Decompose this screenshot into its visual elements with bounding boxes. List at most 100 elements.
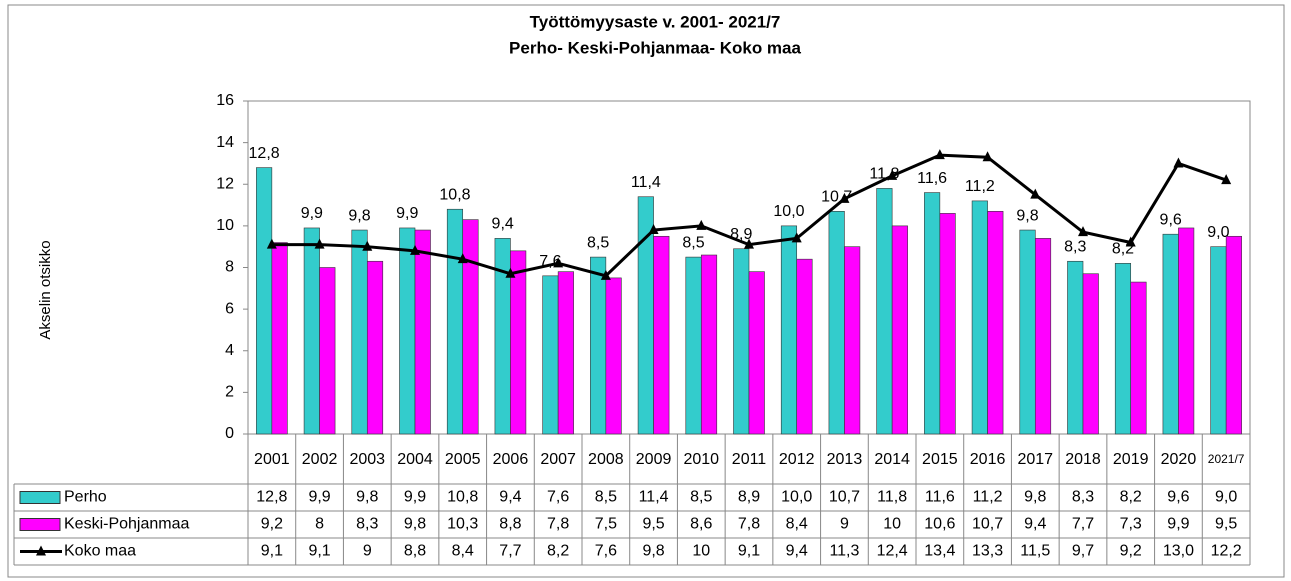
table-value: 9,0 xyxy=(1215,489,1237,506)
data-label: 8,5 xyxy=(682,234,704,251)
x-tick-label: 2003 xyxy=(349,451,385,468)
data-label: 11,2 xyxy=(965,178,995,195)
bar xyxy=(780,225,798,435)
table-value: 12,2 xyxy=(1211,543,1242,560)
table-value: 8,6 xyxy=(690,516,712,533)
x-tick-label: 2007 xyxy=(540,451,576,468)
y-tick-label: 12 xyxy=(216,175,234,192)
bar xyxy=(828,211,845,435)
table-value: 9,4 xyxy=(499,489,521,506)
data-label: 12,8 xyxy=(249,145,280,162)
bar xyxy=(796,258,813,435)
x-tick-label: 2002 xyxy=(302,451,338,468)
table-value: 7,8 xyxy=(738,516,760,533)
data-label: 9,4 xyxy=(492,216,514,233)
line-marker xyxy=(457,253,468,264)
bar xyxy=(590,256,607,435)
legend-swatch xyxy=(19,518,61,531)
y-tick-label: 6 xyxy=(225,300,234,317)
y-tick-label: 16 xyxy=(216,92,234,109)
bar xyxy=(319,267,336,435)
table-value: 7,7 xyxy=(499,543,521,560)
table-value: 9,8 xyxy=(642,543,664,560)
table-value: 9,9 xyxy=(308,489,330,506)
line-marker xyxy=(1030,188,1041,199)
bar xyxy=(1178,227,1195,435)
table-value: 8,5 xyxy=(690,489,712,506)
bar xyxy=(891,225,908,435)
x-tick-label: 2011 xyxy=(732,451,767,468)
bar xyxy=(1067,260,1084,435)
table-value: 9,1 xyxy=(261,543,283,560)
table-value: 8,8 xyxy=(499,516,521,533)
y-tick-label: 0 xyxy=(225,425,234,442)
table-value: 9 xyxy=(840,516,849,533)
data-label: 11,6 xyxy=(917,170,947,187)
data-label: 10,0 xyxy=(773,203,804,220)
line-marker xyxy=(505,267,516,278)
table-value: 11,2 xyxy=(973,489,1003,506)
y-tick-label: 8 xyxy=(225,259,234,276)
table-value: 8,9 xyxy=(738,489,760,506)
bar xyxy=(939,213,956,435)
x-tick-label: 2018 xyxy=(1065,451,1101,468)
bar xyxy=(748,271,765,435)
bar xyxy=(271,242,288,435)
bar xyxy=(414,229,431,435)
table-value: 8,5 xyxy=(595,489,617,506)
table-value: 11,4 xyxy=(639,489,669,506)
data-label: 9,8 xyxy=(1016,207,1038,224)
line-marker xyxy=(982,151,993,162)
table-value: 7,6 xyxy=(595,543,617,560)
x-tick-label: 2020 xyxy=(1161,451,1197,468)
table-value: 9,2 xyxy=(261,516,283,533)
chart-subtitle: Perho- Keski-Pohjanmaa- Koko maa xyxy=(509,38,801,57)
bar xyxy=(462,219,479,435)
line-marker xyxy=(1173,157,1184,168)
legend-label: Koko maa xyxy=(64,543,136,560)
table-value: 12,4 xyxy=(877,543,908,560)
bar xyxy=(1034,238,1052,435)
bar xyxy=(700,254,718,435)
table-value: 11,3 xyxy=(829,543,859,560)
bar xyxy=(557,271,574,435)
bar xyxy=(876,188,893,435)
table-value: 10,6 xyxy=(924,516,955,533)
table-value: 9,7 xyxy=(1072,543,1094,560)
line-marker xyxy=(648,224,659,235)
table-value: 9,1 xyxy=(308,543,330,560)
bar xyxy=(844,246,861,435)
data-label: 9,9 xyxy=(301,205,323,222)
table-value: 8,4 xyxy=(786,516,808,533)
bar xyxy=(510,250,527,435)
legend-label: Perho xyxy=(64,489,107,506)
line-marker xyxy=(1125,236,1136,247)
line-marker xyxy=(887,169,898,180)
table-value: 13,0 xyxy=(1163,543,1194,560)
data-label: 9,8 xyxy=(348,207,370,224)
data-label: 11,4 xyxy=(631,174,661,191)
bar xyxy=(351,229,368,435)
bar xyxy=(653,235,670,435)
bar xyxy=(605,277,622,435)
table-value: 10 xyxy=(692,543,710,560)
bar xyxy=(256,167,273,435)
table-value: 12,8 xyxy=(256,489,287,506)
table-value: 8,2 xyxy=(1120,489,1142,506)
table-value: 8,3 xyxy=(356,516,378,533)
bar xyxy=(1210,246,1227,435)
table-value: 10,0 xyxy=(781,489,812,506)
table-value: 9,1 xyxy=(738,543,760,560)
line-marker xyxy=(314,238,325,249)
table-value: 11,5 xyxy=(1020,543,1050,560)
x-tick-label: 2015 xyxy=(922,451,958,468)
x-tick-label: 2001 xyxy=(254,451,290,468)
line-marker xyxy=(791,232,802,243)
table-value: 10 xyxy=(883,516,901,533)
table-value: 9 xyxy=(363,543,372,560)
bar xyxy=(733,248,750,435)
line-marker xyxy=(600,269,611,280)
y-tick-label: 14 xyxy=(216,134,234,151)
table-value: 10,7 xyxy=(829,489,860,506)
data-label: 9,6 xyxy=(1160,211,1182,228)
